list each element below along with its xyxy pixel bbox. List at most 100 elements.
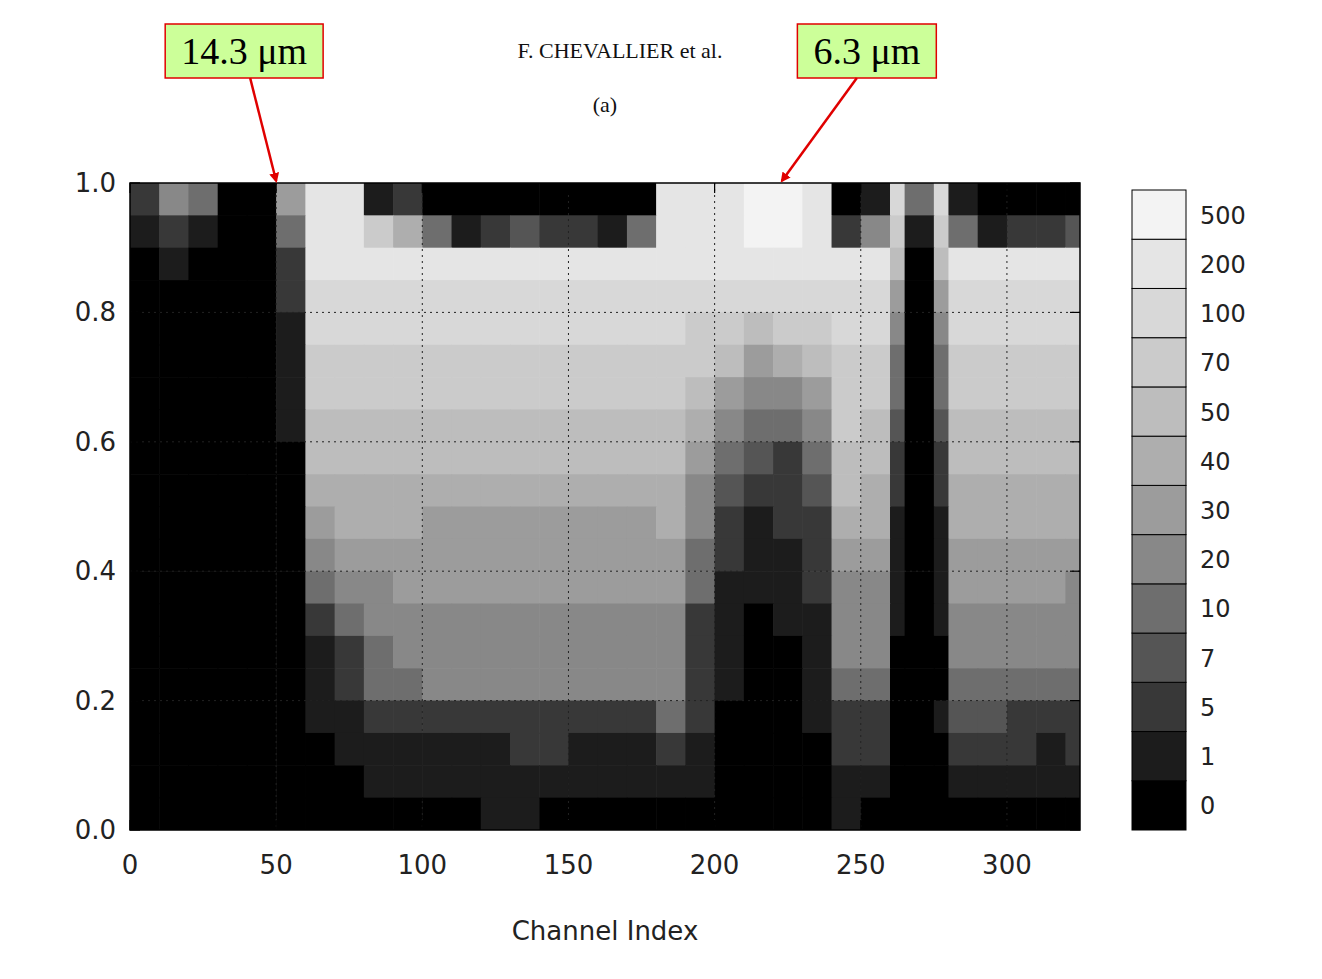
- heatmap-cell: [715, 215, 745, 248]
- heatmap-cell: [802, 636, 832, 669]
- heatmap-cell: [568, 636, 598, 669]
- background: [0, 0, 1322, 979]
- heatmap-cell: [1065, 798, 1080, 830]
- heatmap-cell: [422, 215, 452, 248]
- heatmap-cell: [1065, 409, 1080, 442]
- heatmap-cell: [744, 442, 774, 475]
- heatmap-cell: [773, 765, 803, 798]
- heatmap-cell: [832, 215, 862, 248]
- heatmap-cell: [905, 345, 935, 378]
- heatmap-cell: [905, 733, 935, 766]
- grid-line: [714, 183, 715, 830]
- heatmap-cell: [393, 377, 423, 410]
- heatmap-cell: [539, 183, 569, 216]
- page-header: F. CHEVALLIER et al.: [518, 38, 723, 63]
- heatmap-cell: [276, 377, 306, 410]
- heatmap-cell: [685, 409, 715, 442]
- heatmap-cell: [1036, 668, 1066, 701]
- heatmap-cell: [905, 474, 935, 507]
- heatmap-cell: [832, 668, 862, 701]
- heatmap-cell: [773, 474, 803, 507]
- colorbar-label: 30: [1200, 497, 1231, 525]
- heatmap-cell: [890, 733, 905, 766]
- heatmap-cell: [656, 215, 686, 248]
- heatmap-cell: [627, 248, 657, 281]
- heatmap-cell: [481, 248, 511, 281]
- heatmap-cell: [627, 765, 657, 798]
- heatmap-cell: [247, 571, 277, 604]
- heatmap-cell: [715, 668, 745, 701]
- heatmap-cell: [568, 765, 598, 798]
- heatmap-cell: [335, 442, 365, 475]
- heatmap-cell: [568, 409, 598, 442]
- heatmap-cell: [422, 474, 452, 507]
- heatmap-cell: [276, 636, 306, 669]
- heatmap-cell: [1065, 474, 1080, 507]
- heatmap-cell: [159, 442, 189, 475]
- heatmap-cell: [744, 248, 774, 281]
- heatmap-cell: [773, 668, 803, 701]
- tick-mark: [1070, 182, 1080, 183]
- heatmap-cell: [802, 474, 832, 507]
- heatmap-cell: [978, 701, 1008, 734]
- heatmap-cell: [188, 798, 218, 830]
- heatmap-cell: [905, 409, 935, 442]
- colorbar-box: [1132, 781, 1186, 830]
- heatmap-cell: [627, 539, 657, 572]
- heatmap-cell: [422, 798, 452, 830]
- heatmap-cell: [627, 571, 657, 604]
- heatmap-cell: [481, 215, 511, 248]
- heatmap-cell: [861, 248, 891, 281]
- heatmap-cell: [744, 507, 774, 540]
- heatmap-cell: [890, 668, 905, 701]
- tick-mark: [1070, 700, 1080, 701]
- heatmap-cell: [861, 183, 891, 216]
- heatmap-cell: [159, 280, 189, 313]
- heatmap-cell: [627, 377, 657, 410]
- heatmap-cell: [218, 604, 248, 637]
- annotation-text: 14.3 μm: [181, 30, 307, 72]
- heatmap-cell: [861, 442, 891, 475]
- heatmap-cell: [247, 248, 277, 281]
- heatmap-cell: [510, 474, 540, 507]
- heatmap-cell: [978, 604, 1008, 637]
- heatmap-cell: [1065, 733, 1080, 766]
- heatmap-cell: [393, 215, 423, 248]
- heatmap-cell: [188, 215, 218, 248]
- heatmap-cell: [218, 345, 248, 378]
- heatmap-cell: [452, 539, 482, 572]
- grid-line: [422, 183, 423, 830]
- heatmap-cell: [656, 409, 686, 442]
- heatmap-cell: [335, 733, 365, 766]
- heatmap-cell: [598, 636, 628, 669]
- heatmap-cell: [832, 765, 862, 798]
- heatmap-cell: [364, 377, 394, 410]
- heatmap-cell: [802, 345, 832, 378]
- colorbar-box: [1132, 584, 1186, 633]
- heatmap-cell: [159, 668, 189, 701]
- heatmap-cell: [656, 701, 686, 734]
- heatmap-cell: [861, 507, 891, 540]
- heatmap-cell: [393, 442, 423, 475]
- heatmap-cell: [364, 798, 394, 830]
- heatmap-cell: [539, 474, 569, 507]
- heatmap-cell: [685, 604, 715, 637]
- heatmap-cell: [1036, 248, 1066, 281]
- heatmap-cell: [861, 377, 891, 410]
- heatmap-cell: [159, 248, 189, 281]
- heatmap-cell: [905, 312, 935, 345]
- colorbar-label: 70: [1200, 349, 1231, 377]
- heatmap-cell: [861, 571, 891, 604]
- heatmap-cell: [393, 280, 423, 313]
- heatmap-cell: [656, 280, 686, 313]
- heatmap-cell: [744, 798, 774, 830]
- heatmap-cell: [773, 280, 803, 313]
- heatmap-cell: [305, 701, 335, 734]
- heatmap-cell: [715, 409, 745, 442]
- colorbar-box: [1132, 732, 1186, 781]
- heatmap-cell: [422, 604, 452, 637]
- heatmap-cell: [539, 312, 569, 345]
- heatmap-cell: [539, 409, 569, 442]
- heatmap-cell: [832, 798, 862, 830]
- heatmap-cell: [1007, 604, 1037, 637]
